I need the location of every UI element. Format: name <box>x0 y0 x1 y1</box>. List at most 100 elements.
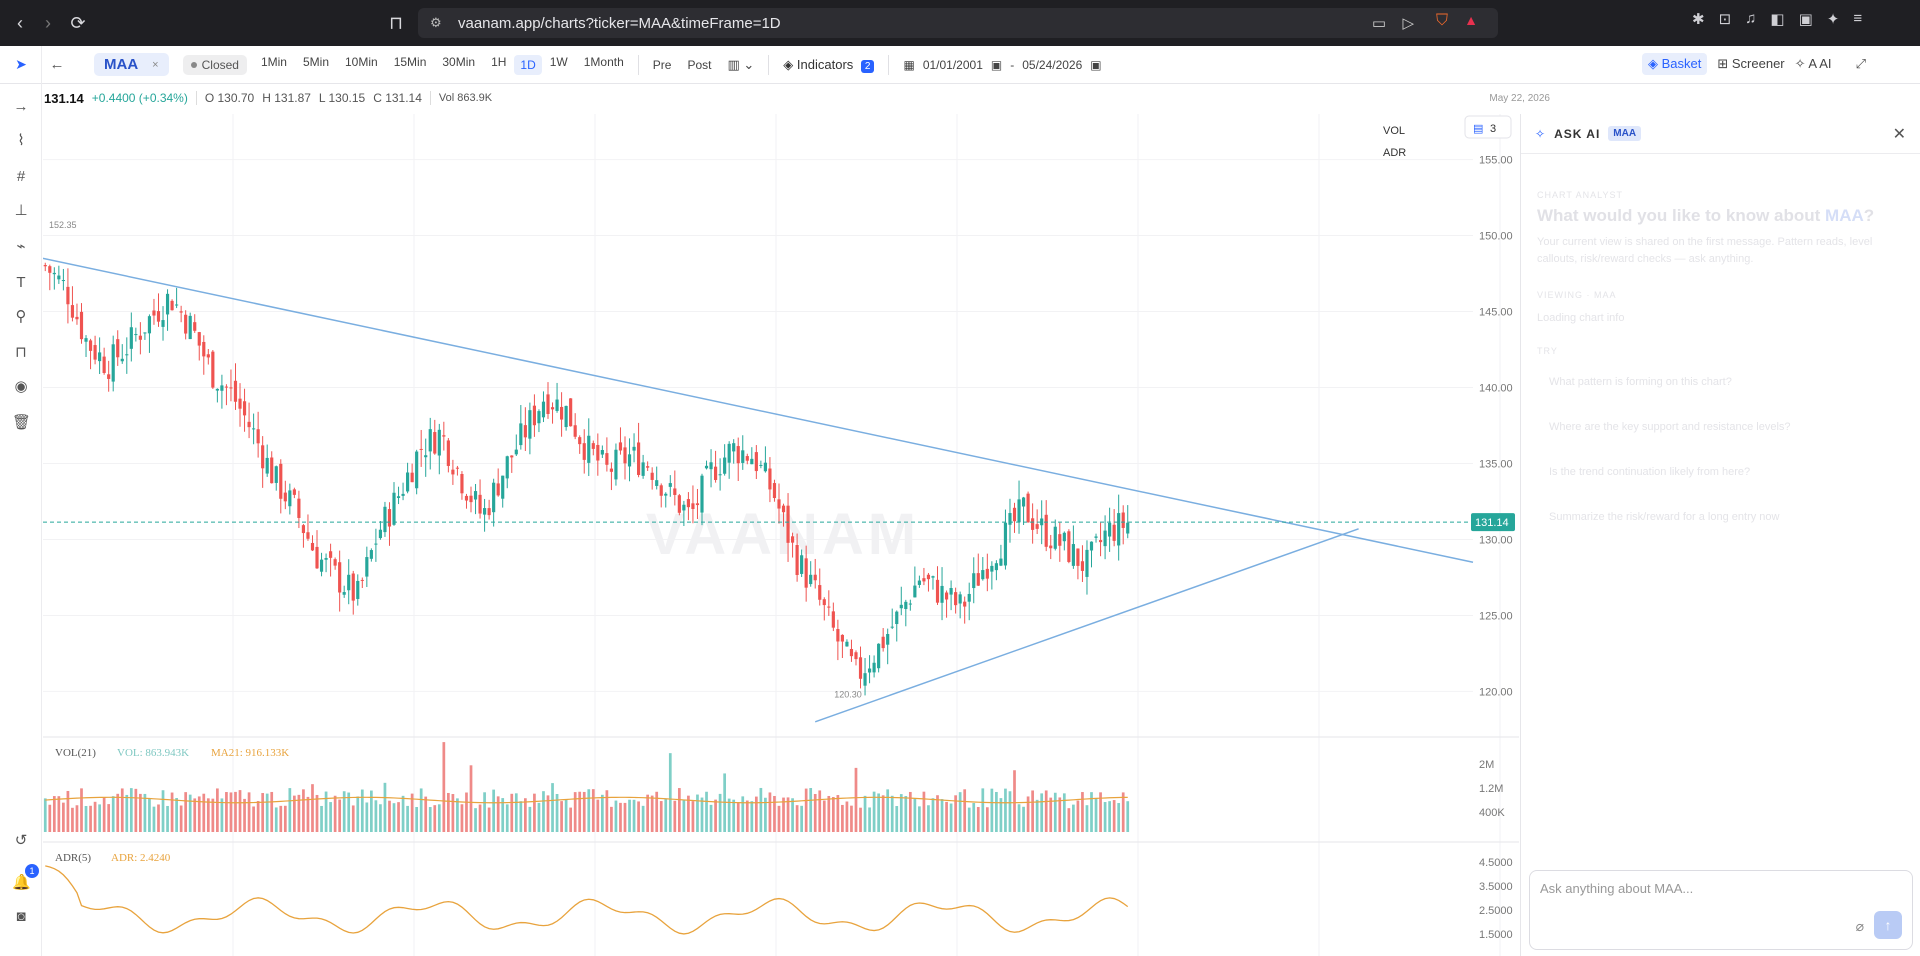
timeframe-5min[interactable]: 5Min <box>302 54 329 69</box>
camera-icon[interactable]: ◙ <box>16 908 26 925</box>
candle-body <box>147 316 152 334</box>
ai-chat-input[interactable]: Ask anything about MAA... ⌀ ↑ <box>1529 870 1913 950</box>
volume-bar <box>1035 799 1039 832</box>
volume-bar <box>1022 806 1025 832</box>
candle-body <box>827 606 831 608</box>
cursor-tool-icon[interactable]: ➤ <box>15 56 27 72</box>
path-tool-icon[interactable]: ⌇ <box>17 132 25 149</box>
indicators-button[interactable]: ◈ Indicators 2 <box>775 57 882 73</box>
back-arrow-icon[interactable]: ← <box>49 56 65 73</box>
trash-tool-icon[interactable]: 🗑 <box>12 414 32 431</box>
candle-body <box>1076 548 1080 566</box>
timeframe-1min[interactable]: 1Min <box>260 54 287 69</box>
sidebar-toggle-icon[interactable]: ◧ <box>1770 11 1785 28</box>
reload-icon[interactable]: ⟳ <box>70 12 86 33</box>
brave-shield-icon[interactable]: ⛉ <box>1435 12 1448 29</box>
date-from-calendar-icon[interactable]: ▣ <box>990 57 1003 72</box>
cast-icon[interactable]: ▭ <box>1371 15 1386 32</box>
candle-body <box>1049 545 1053 549</box>
ai-button[interactable]: ✧ A AI <box>1794 56 1832 71</box>
date-to[interactable]: 05/24/2026 <box>1022 57 1083 72</box>
basket-button[interactable]: ◈ Basket <box>1642 53 1708 75</box>
volume-bar <box>1062 793 1066 832</box>
timeframe-1w[interactable]: 1W <box>549 54 568 69</box>
drawing-tools-rail: → ⌇ # ⊥ ⌁ T ⚲ ⊓ ◉ 🗑 ↺ 🔔 1 ◙ <box>0 46 42 956</box>
bell-icon[interactable]: 🔔 <box>12 874 31 891</box>
volume-ma-line <box>45 796 1128 804</box>
media-icon[interactable]: ♫ <box>1745 10 1757 27</box>
candle-body <box>958 594 962 604</box>
volume-bar <box>333 795 337 832</box>
ai-suggestion-item[interactable]: Is the trend continuation likely from he… <box>1549 466 1751 478</box>
candle-body <box>107 374 111 379</box>
close-icon[interactable]: ✕ <box>1892 126 1906 143</box>
rewards-icon[interactable]: ▲ <box>1464 12 1478 28</box>
visibility-tool-icon[interactable]: ◉ <box>14 378 28 395</box>
browser-menu-icon[interactable]: ≡ <box>1853 10 1863 27</box>
close-value: C 131.14 <box>373 91 422 105</box>
send-icon[interactable]: ▷ <box>1402 15 1414 32</box>
volume-bar <box>827 795 831 832</box>
screener-button[interactable]: ⊞ Screener <box>1717 56 1785 71</box>
volume-bar <box>863 795 867 832</box>
tab-search-icon[interactable]: ⊡ <box>1718 11 1732 28</box>
date-to-calendar-icon[interactable]: ▣ <box>1090 57 1102 72</box>
address-bar[interactable]: ⚙ vaanam.app/charts?ticker=MAA&timeFrame… <box>418 8 1498 38</box>
ai-suggestion-item[interactable]: Summarize the risk/reward for a long ent… <box>1549 511 1780 523</box>
candle-body <box>496 483 500 496</box>
candle-body <box>736 446 740 464</box>
ticker-chip[interactable]: MAA × <box>94 53 169 76</box>
grid-tool-icon[interactable]: # <box>16 168 26 185</box>
line-tool-icon[interactable]: → <box>13 98 29 115</box>
session-pre-button[interactable]: Pre <box>652 57 672 72</box>
ai-panel-title: ASK AI <box>1554 126 1601 141</box>
date-range-picker[interactable]: ▦ 01/01/2001 ▣ - 05/24/2026 ▣ <box>895 58 1109 72</box>
bookmark-icon[interactable]: ⊓ <box>388 12 404 33</box>
price-chart-svg[interactable]: VAANAM 155.00 150.00 145.00 140.00 135.00 130… <box>43 114 1519 956</box>
timeframe-30min[interactable]: 30Min <box>442 54 476 69</box>
candle-body <box>415 451 419 489</box>
volume-bar <box>841 804 844 832</box>
volume-bar <box>614 800 618 832</box>
expand-icon[interactable]: ⤢ <box>1855 56 1866 71</box>
timeframe-10min[interactable]: 10Min <box>345 54 378 69</box>
wallet-icon[interactable]: ▣ <box>1798 11 1813 28</box>
date-from[interactable]: 01/01/2001 <box>922 57 983 72</box>
extensions-icon[interactable]: ✱ <box>1692 11 1705 28</box>
volume-bar <box>664 799 668 832</box>
session-post-button[interactable]: Post <box>687 57 712 72</box>
fib-tool-icon[interactable]: ⊥ <box>14 202 28 219</box>
volume-bar <box>591 789 595 832</box>
volume-bar <box>809 788 813 832</box>
alerts-chip[interactable] <box>1464 115 1512 139</box>
timeframe-15min[interactable]: 15Min <box>393 54 427 69</box>
volume-bar <box>1072 804 1075 832</box>
timeframe-1h[interactable]: 1H <box>491 54 507 69</box>
chart-area[interactable]: VAANAM 155.00 150.00 145.00 140.00 135.00 130… <box>43 114 1519 956</box>
lock-tool-icon[interactable]: ⊓ <box>15 344 27 361</box>
ai-suggestion-item[interactable]: Where are the key support and resistance… <box>1549 421 1791 433</box>
chart-type-icon[interactable]: ▥ ⌄ <box>727 56 755 72</box>
candle-body <box>623 447 627 464</box>
magnet-tool-icon[interactable]: ⚲ <box>15 308 27 325</box>
text-tool-icon[interactable]: T <box>16 274 26 291</box>
ticker-close-icon[interactable]: × <box>152 58 159 71</box>
leo-ai-icon[interactable]: ✦ <box>1826 11 1840 28</box>
back-icon[interactable]: ‹ <box>17 12 23 33</box>
candle-body <box>899 604 903 609</box>
site-settings-icon[interactable]: ⚙ <box>430 15 442 30</box>
measure-tool-icon[interactable]: ⌁ <box>16 238 26 255</box>
volume-bar <box>963 789 967 832</box>
adr-panel-title: ADR(5) <box>55 852 91 864</box>
ai-suggestion-item[interactable]: What pattern is forming on this chart? <box>1549 376 1732 388</box>
volume-bar <box>383 782 387 832</box>
volume-bar <box>918 806 921 832</box>
send-button[interactable]: ↑ <box>1874 911 1902 939</box>
attach-icon[interactable]: ⌀ <box>1855 918 1864 934</box>
timeframe-1month[interactable]: 1Month <box>583 54 624 69</box>
timeframe-1d[interactable]: 1D <box>514 54 542 75</box>
undo-icon[interactable]: ↺ <box>14 832 28 849</box>
candle-body <box>836 629 840 642</box>
candle-body <box>43 265 47 267</box>
forward-icon[interactable]: › <box>45 12 51 33</box>
